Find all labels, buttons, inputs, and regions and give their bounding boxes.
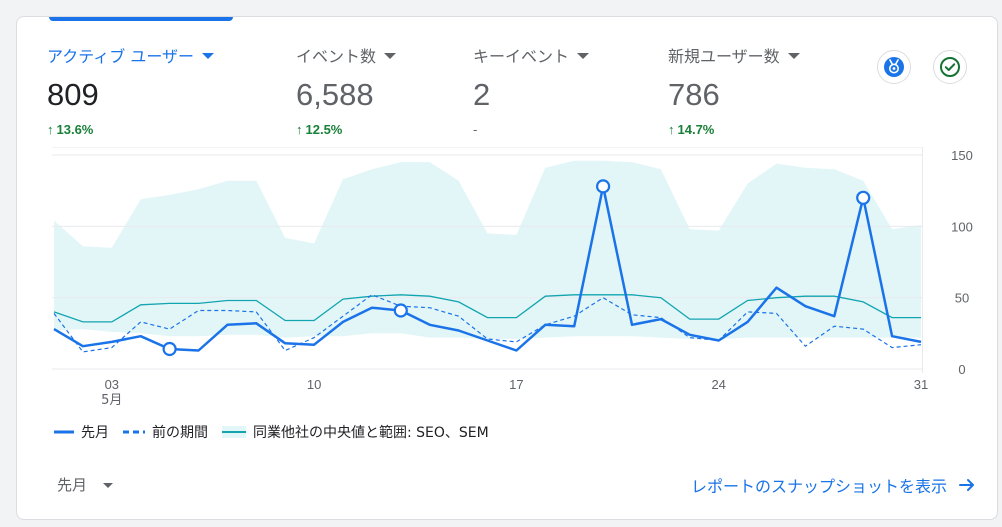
caret-down-icon — [202, 53, 215, 59]
legend-item-benchmark: 同業他社の中央値と範囲: SEO、SEM — [222, 422, 489, 442]
legend-label: 前の期間 — [152, 425, 208, 441]
metric-value: 786 — [668, 77, 720, 112]
x-tick-sublabel: 5月 — [101, 393, 122, 407]
metric-value: 6,588 — [296, 77, 374, 112]
metric-label[interactable]: キーイベント — [473, 43, 590, 67]
caret-down-icon — [103, 483, 114, 488]
metric-delta: - — [473, 122, 589, 137]
y-tick-label: 0 — [958, 362, 965, 377]
metric-delta-text: - — [473, 122, 478, 137]
metric-label[interactable]: アクティブ ユーザー — [47, 43, 215, 67]
metric-value: 2 — [473, 77, 491, 112]
y-tick-label: 50 — [955, 291, 969, 306]
metric-delta: ↑ 13.6% — [47, 122, 214, 137]
date-range-label: 先月 — [57, 476, 88, 494]
x-tick-label: 17 — [509, 377, 523, 392]
metric-delta-text: 14.7% — [677, 122, 715, 137]
x-tick-label: 03 — [105, 377, 119, 392]
caret-down-icon — [577, 53, 590, 59]
metric-label-text: キーイベント — [473, 47, 570, 66]
metric-key-events[interactable]: キーイベント 2 - — [473, 43, 590, 137]
y-tick-label: 100 — [951, 219, 973, 234]
x-tick-label: 31 — [914, 377, 928, 392]
metric-label-text: アクティブ ユーザー — [47, 47, 195, 66]
legend-item-previous-period: 前の期間 — [123, 422, 208, 442]
metric-delta: ↑ 12.5% — [296, 122, 396, 137]
metric-delta-text: 13.6% — [56, 122, 94, 137]
x-tick-label: 10 — [307, 377, 321, 392]
benchmark-range-band — [54, 160, 921, 339]
x-tick-label: 24 — [711, 377, 725, 392]
status-button[interactable] — [933, 50, 967, 84]
metric-new-users[interactable]: 新規ユーザー数 786 ↑ 14.7% — [668, 43, 800, 137]
date-range-selector[interactable]: 先月 — [57, 474, 114, 495]
arrow-up-icon: ↑ — [296, 122, 303, 137]
metric-active-users[interactable]: アクティブ ユーザー 809 ↑ 13.6% — [47, 43, 215, 137]
view-snapshot-link[interactable]: レポートのスナップショットを表示 — [691, 473, 975, 497]
metric-label[interactable]: イベント数 — [296, 43, 397, 67]
anomaly-marker[interactable] — [856, 190, 871, 205]
dashed-line-swatch — [123, 430, 145, 434]
check-circle-icon — [940, 57, 960, 77]
view-snapshot-label: レポートのスナップショットを表示 — [690, 477, 947, 496]
card-top-accent — [49, 17, 233, 21]
arrow-up-icon: ↑ — [47, 122, 54, 137]
metric-value: 809 — [47, 77, 99, 112]
metric-label[interactable]: 新規ユーザー数 — [668, 43, 800, 67]
metric-label-text: イベント数 — [296, 47, 377, 66]
report-card: アクティブ ユーザー 809 ↑ 13.6% イベント数 6,588 ↑ 12.… — [16, 16, 998, 520]
anomaly-marker[interactable] — [162, 341, 177, 357]
arrow-right-icon — [959, 479, 974, 491]
metric-delta-text: 12.5% — [305, 122, 343, 137]
legend-label: 同業他社の中央値と範囲: SEO、SEM — [253, 425, 489, 441]
band-swatch — [222, 426, 246, 438]
caret-down-icon — [787, 53, 800, 59]
anomaly-marker[interactable] — [393, 303, 408, 318]
insights-button[interactable] — [877, 50, 911, 84]
legend-item-last-month: 先月 — [54, 422, 109, 442]
benchmark-median-line — [53, 294, 921, 323]
metric-event-count[interactable]: イベント数 6,588 ↑ 12.5% — [296, 43, 397, 137]
last-month-line — [53, 185, 922, 352]
insights-badge-icon — [884, 57, 904, 77]
arrow-up-icon: ↑ — [668, 122, 675, 137]
metric-delta: ↑ 14.7% — [668, 122, 800, 137]
metric-label-text: 新規ユーザー数 — [668, 47, 780, 66]
solid-line-swatch — [54, 430, 74, 434]
anomaly-marker[interactable] — [595, 179, 611, 194]
chart-legend: 先月 前の期間 同業他社の中央値と範囲: SEO、SEM — [54, 422, 489, 442]
y-tick-label: 150 — [951, 148, 973, 163]
caret-down-icon — [384, 53, 397, 59]
legend-label: 先月 — [81, 425, 109, 441]
previous-period-line — [53, 294, 922, 353]
